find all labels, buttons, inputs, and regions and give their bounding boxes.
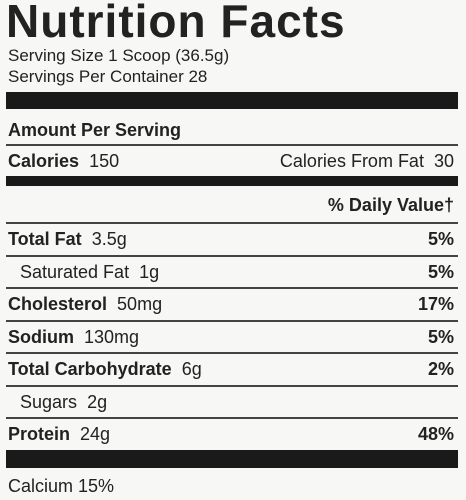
nutrient-amount: 2g (87, 391, 108, 412)
medium-bar (6, 176, 458, 186)
nutrient-row: Sugars 2g (20, 392, 107, 413)
daily-value: 5% (428, 262, 454, 283)
nutrient-amount: 24g (80, 424, 111, 444)
title: Nutrition Facts (6, 0, 346, 47)
nutrient-label: Sodium (8, 326, 74, 347)
daily-value-text: 5% (427, 261, 454, 282)
daily-value-text: 2% (427, 359, 454, 379)
daily-value-text: 17% (417, 294, 454, 314)
nutrient-row: Sodium 130mg (8, 327, 139, 348)
calories-value: 150 (89, 151, 120, 171)
calcium-label: Calcium (8, 476, 74, 496)
rule (6, 352, 458, 354)
rule (6, 222, 458, 224)
nutrient-label: Sugars (20, 391, 78, 412)
nutrient-label: Total Fat (8, 229, 82, 249)
rule (6, 417, 458, 419)
nutrient-label: Protein (8, 424, 71, 444)
nutrient-row: Total Fat 3.5g (8, 229, 127, 250)
nutrient-row: Cholesterol 50mg (8, 294, 162, 315)
daily-value-header: % Daily Value† (327, 195, 454, 215)
nutrient-label: Cholesterol (8, 294, 108, 314)
nutrient-amount: 1g (139, 261, 160, 282)
daily-value: 17% (418, 294, 454, 315)
nutrient-label: Saturated Fat (20, 261, 130, 282)
from-fat-value: 30 (433, 151, 454, 171)
nutrient-amount: 50mg (117, 294, 163, 314)
calories-label: Calories (8, 151, 80, 171)
nutrient-amount: 130mg (84, 326, 140, 347)
daily-value-text: 5% (427, 326, 454, 347)
daily-value-text: 48% (417, 424, 454, 444)
amount-per-serving: Amount Per Serving (8, 120, 182, 140)
nutrient-row: Protein 24g (8, 424, 110, 445)
daily-value: 2% (428, 359, 454, 380)
calories-from-fat: Calories From Fat 30 (280, 151, 454, 172)
calcium: Calcium 15% (8, 476, 114, 497)
nutrient-label: Total Carbohydrate (8, 359, 172, 379)
daily-value: 5% (428, 327, 454, 348)
rule (6, 144, 458, 146)
serving-size: Serving Size 1 Scoop (36.5g) (8, 46, 230, 65)
rule (6, 254, 458, 257)
thick-bar (6, 92, 458, 109)
daily-value: 5% (428, 229, 454, 250)
nutrient-row: Total Carbohydrate 6g (8, 359, 202, 380)
rule (6, 287, 458, 289)
rule (6, 384, 458, 387)
servings-per-container: Servings Per Container 28 (8, 67, 208, 86)
nutrient-amount: 6g (181, 359, 202, 379)
rule (6, 319, 458, 322)
nutrient-row: Saturated Fat 1g (20, 262, 159, 283)
thick-bar (6, 450, 458, 468)
from-fat-label: Calories From Fat (279, 151, 424, 171)
calcium-value: 15% (78, 476, 115, 496)
daily-value-text: 5% (427, 229, 454, 249)
calories: Calories 150 (8, 151, 119, 172)
daily-value: 48% (418, 424, 454, 445)
nutrient-amount: 3.5g (91, 229, 127, 249)
